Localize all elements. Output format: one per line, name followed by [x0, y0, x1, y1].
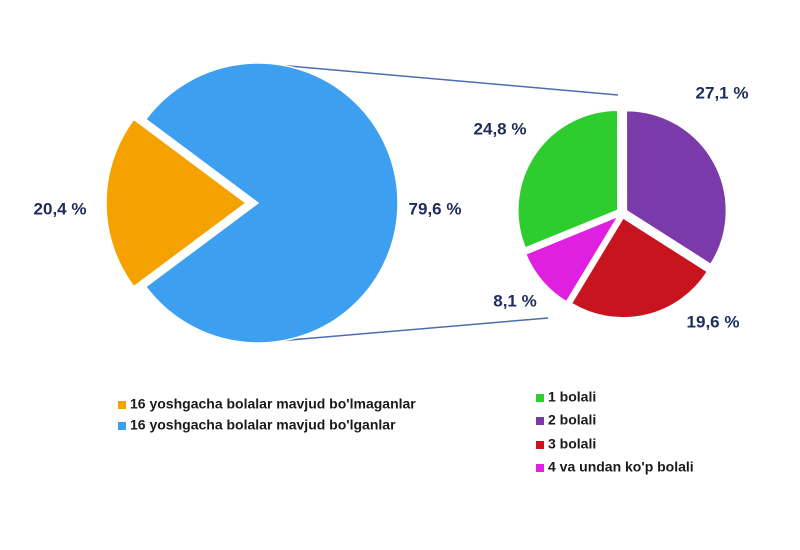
connector-line [254, 62, 619, 96]
value-label: 24,8 % [474, 119, 527, 138]
legend-swatch [536, 394, 544, 402]
value-label: 20,4 % [34, 199, 87, 218]
legend-label: 4 va undan ko'p bolali [548, 459, 694, 475]
legend-label: 16 yoshgacha bolalar mavjud bo'lmaganlar [130, 396, 416, 412]
legend-swatch [118, 422, 126, 430]
pie-slice [570, 216, 709, 319]
legend-label: 16 yoshgacha bolalar mavjud bo'lganlar [130, 417, 396, 433]
legend-swatch [118, 401, 126, 409]
legend-label: 1 bolali [548, 389, 596, 405]
legend-swatch [536, 441, 544, 449]
pie-slice [524, 214, 621, 303]
value-label: 19,6 % [687, 312, 740, 331]
pie-slice [517, 109, 619, 249]
connector-line [254, 317, 549, 344]
value-label: 79,6 % [409, 199, 462, 218]
legend-label: 2 bolali [548, 412, 596, 428]
pie-slice [144, 62, 399, 344]
pie-slice [105, 118, 248, 288]
legend-swatch [536, 417, 544, 425]
value-label: 27,1 % [696, 83, 749, 102]
pie-slice [625, 109, 728, 266]
legend-swatch [536, 464, 544, 472]
legend-label: 3 bolali [548, 436, 596, 452]
value-label: 8,1 % [493, 291, 536, 310]
